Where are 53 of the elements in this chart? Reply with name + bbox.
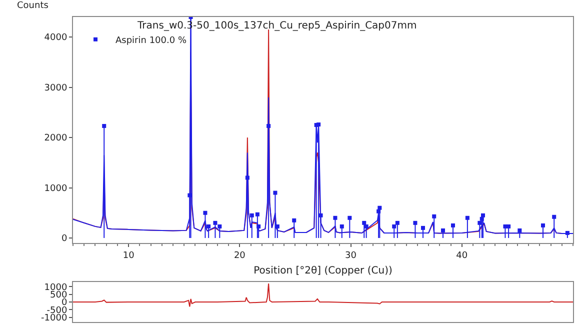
line-series	[73, 283, 573, 308]
point	[245, 176, 250, 180]
point	[250, 213, 254, 218]
point	[102, 124, 106, 128]
point	[333, 216, 338, 220]
point	[275, 224, 280, 228]
point	[518, 228, 522, 232]
point	[188, 193, 192, 198]
point	[451, 223, 455, 228]
point	[413, 220, 418, 225]
point	[392, 224, 396, 228]
point	[541, 223, 545, 228]
point	[318, 213, 323, 218]
point	[378, 206, 382, 210]
point	[348, 216, 352, 220]
point	[273, 190, 278, 195]
x-tick-label: 40	[456, 250, 468, 261]
y-tick-label: 1000	[44, 184, 68, 194]
point	[256, 224, 261, 228]
point	[506, 224, 511, 228]
y-tick-label: -1000	[41, 314, 68, 324]
point	[316, 122, 321, 126]
point	[432, 214, 436, 218]
point	[421, 226, 425, 230]
point	[292, 218, 296, 222]
point	[465, 216, 470, 220]
point	[362, 220, 366, 225]
y-tick-label: 3000	[44, 83, 68, 94]
point	[255, 212, 260, 216]
point	[206, 224, 211, 228]
point	[376, 209, 381, 214]
point	[395, 220, 400, 225]
y-tick-label: 2000	[44, 134, 68, 144]
point	[481, 213, 485, 218]
point	[213, 220, 218, 225]
y-tick-label: 0	[61, 234, 68, 244]
point	[552, 214, 556, 219]
point	[478, 220, 482, 225]
x-tick-label: 30	[345, 250, 357, 261]
x-tick-label: 10	[122, 250, 135, 261]
x-tick-label: 20	[234, 250, 246, 261]
point	[565, 230, 570, 235]
x-axis-title: Position [°2θ] (Copper (Cu))	[254, 265, 392, 276]
legend-label: Aspirin 100.0 %	[116, 36, 187, 46]
point	[218, 224, 222, 228]
y-axis-title: Counts	[17, 1, 49, 11]
point	[480, 216, 484, 221]
y-tick-label: 4000	[44, 33, 68, 44]
point	[340, 224, 344, 228]
point	[203, 210, 208, 215]
point	[441, 228, 445, 232]
point	[266, 124, 271, 128]
point	[364, 224, 368, 228]
